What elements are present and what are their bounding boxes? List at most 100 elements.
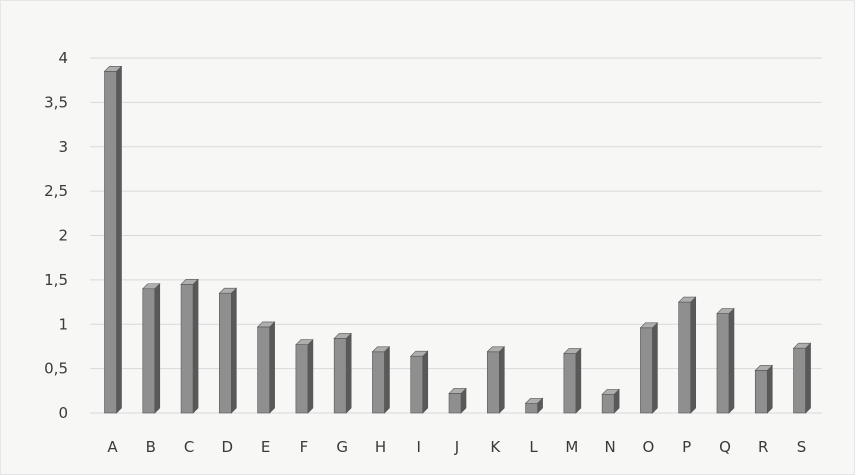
y-tick-label: 4 (58, 49, 68, 67)
x-axis-tick-labels: A B C D E F G H I J K L M N O P Q R S (107, 438, 806, 456)
bar (448, 387, 467, 414)
bar-side (766, 364, 773, 414)
bar-front (716, 313, 730, 414)
bar-top (218, 287, 238, 294)
x-tick-label: I (417, 438, 421, 456)
bar-side (345, 332, 352, 414)
bar (754, 364, 773, 414)
bar-front (486, 351, 500, 414)
bar-top (639, 322, 659, 329)
x-tick-label: D (222, 438, 234, 456)
x-tick-label: K (490, 438, 501, 456)
bar-front (295, 344, 309, 414)
bar-side (231, 287, 237, 414)
bar-top (333, 333, 352, 339)
bar-side (422, 350, 429, 414)
y-tick-label: 3 (58, 138, 68, 156)
y-tick-label: 0,5 (44, 360, 68, 378)
bar-side (690, 296, 697, 414)
bar-side (154, 283, 161, 414)
bar (180, 278, 199, 414)
bar (256, 321, 276, 414)
bar-top (371, 346, 391, 353)
x-tick-label: J (454, 438, 459, 456)
bar-front (257, 326, 270, 414)
bar (218, 287, 238, 414)
bar-front (448, 393, 462, 414)
x-tick-label: F (300, 438, 309, 456)
bar-front (525, 402, 538, 414)
x-tick-label: H (375, 438, 386, 456)
bar-front (219, 292, 232, 414)
x-tick-label: E (261, 438, 270, 456)
y-tick-label: 1,5 (44, 271, 68, 289)
bar-top (601, 389, 620, 395)
bar-top (486, 346, 506, 353)
bar-front (754, 370, 768, 414)
bar-top (295, 339, 314, 345)
x-tick-label: C (184, 438, 194, 456)
bar (371, 346, 391, 414)
x-tick-label: O (643, 438, 655, 456)
bar-side (652, 322, 658, 414)
bar-side (269, 321, 275, 414)
x-tick-label: R (758, 438, 768, 456)
bar-front (104, 71, 117, 414)
x-tick-label: A (107, 438, 118, 456)
bar-side (192, 278, 199, 414)
x-tick-label: G (336, 438, 348, 456)
bar-side (307, 338, 314, 414)
y-tick-label: 2 (58, 227, 68, 245)
bar (486, 346, 506, 414)
bar-side (116, 65, 122, 414)
bar-top (677, 296, 697, 303)
bar (563, 347, 582, 414)
bar-side (575, 347, 582, 414)
bar (792, 342, 812, 414)
bar (639, 322, 659, 414)
bar-top (563, 348, 582, 354)
bar-front (333, 338, 347, 414)
bar-front (640, 327, 653, 414)
bars (103, 65, 812, 414)
bar-side (728, 307, 735, 414)
bar-front (142, 288, 156, 414)
bar-side (805, 342, 811, 414)
x-tick-label: Q (719, 438, 731, 456)
bar-side (384, 346, 390, 414)
bar-top (180, 279, 199, 285)
y-tick-label: 1 (58, 315, 68, 333)
bar-top (754, 365, 773, 371)
x-tick-label: P (682, 438, 691, 456)
bar-front (601, 394, 615, 414)
y-axis-tick-labels: 0 0,5 1 1,5 2 2,5 3 3,5 4 (44, 49, 68, 422)
bar-front (372, 351, 385, 414)
bar (333, 332, 352, 414)
bar (103, 65, 123, 414)
x-tick-label: B (146, 438, 156, 456)
bar-top (410, 350, 429, 357)
bar-front (180, 284, 194, 414)
bar (716, 307, 735, 414)
bar-top (716, 308, 735, 314)
y-tick-label: 2,5 (44, 182, 68, 200)
bar (677, 296, 697, 414)
bar (410, 350, 429, 414)
y-tick-label: 3,5 (44, 93, 68, 111)
bar-front (410, 355, 424, 414)
bar-side (498, 346, 505, 414)
bar (142, 283, 161, 414)
bar-top (142, 283, 161, 290)
bar (601, 388, 620, 414)
bar (524, 397, 544, 414)
bar-front (563, 353, 577, 414)
bar-front (793, 347, 806, 414)
x-tick-label: L (529, 438, 538, 456)
x-tick-label: M (565, 438, 578, 456)
bar-top (792, 342, 812, 349)
x-tick-label: N (605, 438, 616, 456)
bar-top (524, 397, 544, 404)
bar-top (256, 321, 276, 328)
bar-top (448, 388, 467, 394)
